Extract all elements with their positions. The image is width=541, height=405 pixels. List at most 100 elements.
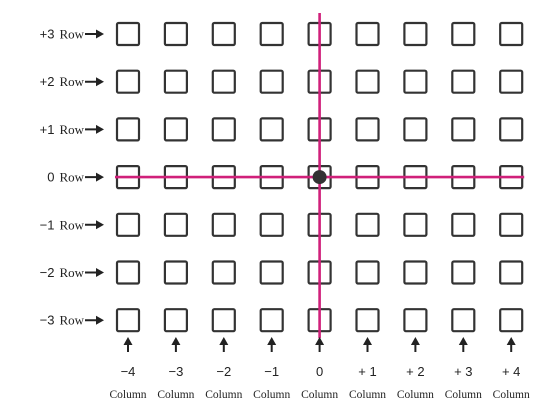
column-word: Column: [349, 389, 386, 401]
row-label-text: +2 Row: [40, 74, 85, 89]
grid-square: [115, 260, 141, 285]
column-word: Column: [157, 389, 194, 401]
column-number: + 2: [406, 364, 424, 379]
row-label: 0 Row: [47, 170, 104, 185]
grid-square: [403, 69, 428, 94]
row-label: −1 Row: [40, 217, 104, 232]
column-number: −4: [121, 364, 136, 379]
up-arrow-icon: [123, 337, 133, 352]
grid-square: [403, 212, 428, 237]
column-number: −2: [216, 364, 231, 379]
grid-square: [259, 117, 284, 142]
grid-square: [355, 308, 380, 333]
grid-square: [163, 21, 188, 47]
column-label: −2 Column: [205, 337, 243, 401]
grid-square: [499, 21, 524, 47]
column-word: Column: [493, 389, 530, 401]
column-label: −4 Column: [109, 337, 147, 401]
up-arrow-icon: [315, 337, 325, 352]
column-labels: −4Column−3Column−2Column−1Column0Column+…: [109, 337, 530, 401]
grid-square: [211, 212, 236, 237]
grid-square: [355, 21, 380, 47]
grid-square: [115, 21, 141, 47]
grid-square: [355, 212, 380, 237]
grid-square: [211, 69, 236, 94]
grid-square: [403, 260, 428, 285]
up-arrow-icon: [363, 337, 372, 352]
grid-square: [163, 69, 188, 94]
grid-square: [115, 212, 141, 237]
column-number: 0: [316, 364, 323, 379]
row-label: −3 Row: [40, 313, 104, 328]
row-label: +2 Row: [40, 74, 104, 89]
row-label-text: 0 Row: [47, 170, 84, 185]
grid-square: [211, 21, 236, 47]
row-label-text: +3 Row: [40, 27, 85, 42]
grid-square: [499, 69, 524, 94]
grid-square: [259, 212, 284, 237]
grid-square: [403, 308, 428, 333]
grid-square: [259, 260, 284, 285]
grid-square: [451, 308, 476, 333]
column-word: Column: [109, 389, 146, 401]
column-label: + 3 Column: [445, 337, 482, 401]
up-arrow-icon: [410, 337, 420, 352]
grid-square: [499, 117, 524, 142]
origin-dot: [312, 170, 327, 185]
grid-square: [355, 260, 380, 285]
column-label: + 1 Column: [349, 337, 386, 401]
grid-square: [451, 212, 476, 237]
grid-square: [355, 117, 380, 142]
column-number: + 1: [358, 364, 376, 379]
grid-square: [451, 69, 476, 94]
grid-square: [403, 117, 428, 142]
grid-square: [163, 212, 188, 237]
grid-square: [211, 260, 236, 285]
grid-square: [259, 308, 284, 333]
grid-square: [163, 117, 188, 142]
column-word: Column: [205, 389, 242, 401]
grid-square: [451, 117, 476, 142]
column-word: Column: [301, 389, 338, 401]
column-word: Column: [253, 389, 290, 401]
right-arrow-icon: [85, 172, 104, 182]
column-number: + 3: [454, 364, 472, 379]
right-arrow-icon: [85, 77, 104, 87]
up-arrow-icon: [219, 337, 229, 352]
column-label: −3 Column: [157, 337, 195, 401]
up-arrow-icon: [458, 337, 468, 352]
up-arrow-icon: [171, 337, 181, 352]
up-arrow-icon: [506, 337, 516, 352]
grid-square: [451, 260, 476, 285]
row-label-text: −3 Row: [40, 313, 85, 328]
grid-square: [211, 117, 236, 142]
grid-square: [163, 260, 188, 285]
column-label: + 4 Column: [493, 337, 530, 401]
right-arrow-icon: [85, 220, 104, 230]
grid-square: [259, 69, 284, 94]
up-arrow-icon: [267, 337, 277, 352]
grid-square: [355, 69, 380, 94]
row-label: +1 Row: [40, 122, 104, 137]
right-arrow-icon: [85, 268, 104, 277]
column-label: + 2 Column: [397, 337, 434, 401]
column-label: −1 Column: [253, 337, 290, 401]
axis-lines: [115, 13, 525, 339]
grid-square: [499, 212, 524, 237]
column-number: −1: [264, 364, 279, 379]
column-label: 0 Column: [301, 337, 338, 401]
column-word: Column: [445, 389, 482, 401]
grid-square: [403, 21, 428, 47]
row-label-text: −1 Row: [40, 217, 85, 232]
grid-square: [115, 69, 141, 94]
column-word: Column: [397, 389, 434, 401]
grid-square: [115, 308, 141, 333]
row-label: +3 Row: [40, 27, 104, 42]
column-number: −3: [168, 364, 183, 379]
right-arrow-icon: [85, 315, 104, 325]
grid-square: [451, 21, 476, 47]
row-label-text: −2 Row: [40, 265, 85, 280]
right-arrow-icon: [85, 124, 104, 134]
grid-square: [115, 117, 141, 142]
